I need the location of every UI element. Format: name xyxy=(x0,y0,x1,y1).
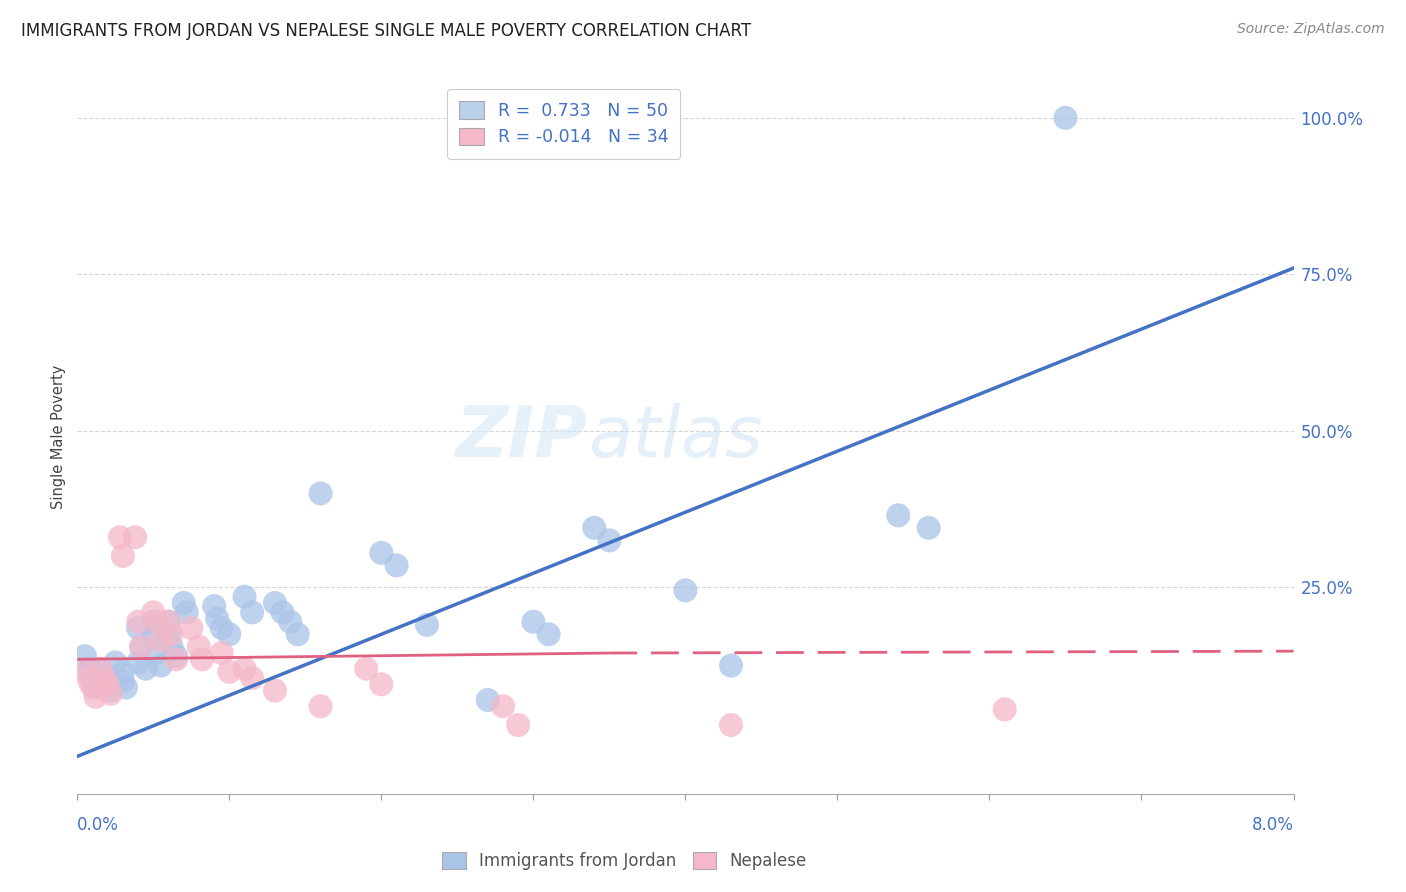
Point xyxy=(165,652,187,666)
Point xyxy=(211,621,233,635)
Point xyxy=(211,646,233,660)
Point xyxy=(233,590,256,604)
Point xyxy=(675,583,697,598)
Text: IMMIGRANTS FROM JORDAN VS NEPALESE SINGLE MALE POVERTY CORRELATION CHART: IMMIGRANTS FROM JORDAN VS NEPALESE SINGL… xyxy=(21,22,751,40)
Point xyxy=(142,615,165,629)
Point xyxy=(79,674,101,689)
Point xyxy=(149,658,172,673)
Point xyxy=(84,690,107,704)
Text: 8.0%: 8.0% xyxy=(1251,816,1294,834)
Legend: Immigrants from Jordan, Nepalese: Immigrants from Jordan, Nepalese xyxy=(434,844,815,879)
Point xyxy=(508,718,530,732)
Point xyxy=(537,627,560,641)
Point xyxy=(180,621,202,635)
Point xyxy=(233,662,256,676)
Point xyxy=(202,599,225,613)
Point xyxy=(111,674,134,689)
Point xyxy=(127,656,149,670)
Point xyxy=(111,665,134,679)
Point xyxy=(160,640,183,654)
Point xyxy=(104,656,127,670)
Point xyxy=(160,627,183,641)
Point xyxy=(165,649,187,664)
Point xyxy=(264,683,287,698)
Point xyxy=(218,665,240,679)
Point xyxy=(127,615,149,629)
Point xyxy=(416,618,439,632)
Point xyxy=(176,605,198,619)
Point xyxy=(264,596,287,610)
Point xyxy=(135,662,157,676)
Point xyxy=(149,633,172,648)
Point xyxy=(84,681,107,695)
Point xyxy=(79,662,101,676)
Point xyxy=(93,671,115,685)
Point xyxy=(97,677,120,691)
Point xyxy=(129,640,152,654)
Point xyxy=(370,546,392,560)
Point xyxy=(720,658,742,673)
Text: ZIP: ZIP xyxy=(456,402,588,472)
Point xyxy=(142,631,165,645)
Text: Source: ZipAtlas.com: Source: ZipAtlas.com xyxy=(1237,22,1385,37)
Point xyxy=(142,605,165,619)
Point xyxy=(188,640,211,654)
Point xyxy=(97,677,120,691)
Point xyxy=(205,612,228,626)
Point xyxy=(309,699,332,714)
Text: 0.0%: 0.0% xyxy=(77,816,120,834)
Point xyxy=(370,677,392,691)
Point xyxy=(157,615,180,629)
Point xyxy=(82,674,104,689)
Point xyxy=(100,687,122,701)
Point xyxy=(129,640,152,654)
Point xyxy=(173,596,195,610)
Point xyxy=(720,718,742,732)
Point xyxy=(82,681,104,695)
Point xyxy=(145,615,167,629)
Text: atlas: atlas xyxy=(588,402,762,472)
Point xyxy=(240,605,263,619)
Point xyxy=(115,681,138,695)
Point xyxy=(191,652,214,666)
Point xyxy=(93,671,115,685)
Point xyxy=(73,649,96,664)
Point xyxy=(994,702,1017,716)
Point xyxy=(89,665,111,679)
Point xyxy=(127,621,149,635)
Point xyxy=(583,521,606,535)
Point xyxy=(218,627,240,641)
Point xyxy=(157,627,180,641)
Point xyxy=(157,615,180,629)
Point xyxy=(73,665,96,679)
Point xyxy=(89,662,111,676)
Point xyxy=(598,533,620,548)
Point xyxy=(100,683,122,698)
Point xyxy=(492,699,515,714)
Point xyxy=(522,615,544,629)
Point xyxy=(1054,111,1077,125)
Point xyxy=(240,671,263,685)
Point xyxy=(309,486,332,500)
Point xyxy=(477,693,499,707)
Point xyxy=(271,605,294,619)
Y-axis label: Single Male Poverty: Single Male Poverty xyxy=(51,365,66,509)
Point xyxy=(111,549,134,563)
Point xyxy=(354,662,377,676)
Point xyxy=(278,615,301,629)
Point xyxy=(145,646,167,660)
Point xyxy=(887,508,910,523)
Point xyxy=(287,627,309,641)
Point xyxy=(918,521,941,535)
Point xyxy=(108,530,131,544)
Point xyxy=(124,530,146,544)
Point xyxy=(385,558,408,573)
